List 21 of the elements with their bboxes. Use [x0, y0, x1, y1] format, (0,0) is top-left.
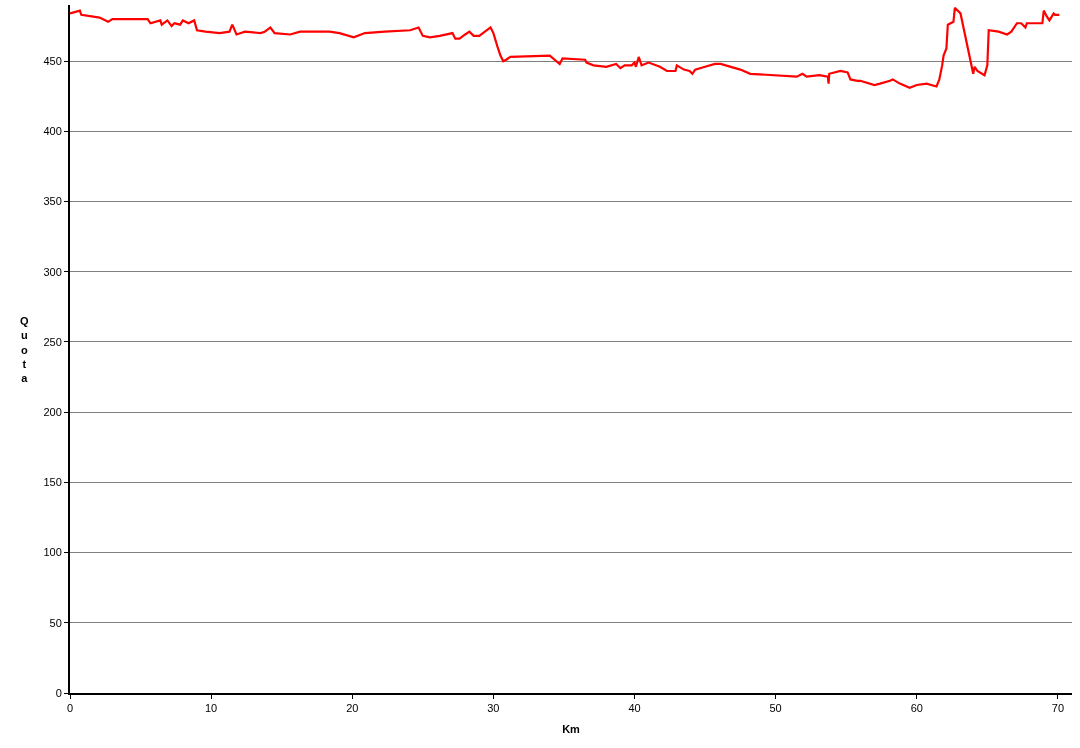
x-tick-label: 60 [910, 702, 923, 715]
y-tick-label: 200 [43, 406, 62, 419]
x-tick-label: 40 [628, 702, 641, 715]
x-tick-label: 10 [205, 702, 218, 715]
y-tick-label: 400 [43, 125, 62, 138]
y-tick-label: 50 [49, 616, 62, 629]
y-tick-label: 250 [43, 335, 62, 348]
y-tick-label: 450 [43, 55, 62, 68]
line-series [70, 6, 1061, 89]
x-tick-label: 70 [1051, 702, 1065, 715]
y-tick-label: 350 [43, 195, 62, 208]
x-tick-label: 50 [769, 702, 782, 715]
x-tick-label: 0 [66, 702, 74, 715]
y-tick-label: 150 [43, 476, 62, 489]
x-tick-label: 20 [346, 702, 359, 715]
x-axis-title: Km [562, 722, 581, 735]
y-tick-label: 0 [55, 686, 62, 699]
y-tick-label: 300 [43, 265, 62, 278]
x-tick-label: 30 [487, 702, 500, 715]
y-tick-label: 100 [43, 546, 62, 559]
y-axis-title: Quota [20, 315, 29, 385]
